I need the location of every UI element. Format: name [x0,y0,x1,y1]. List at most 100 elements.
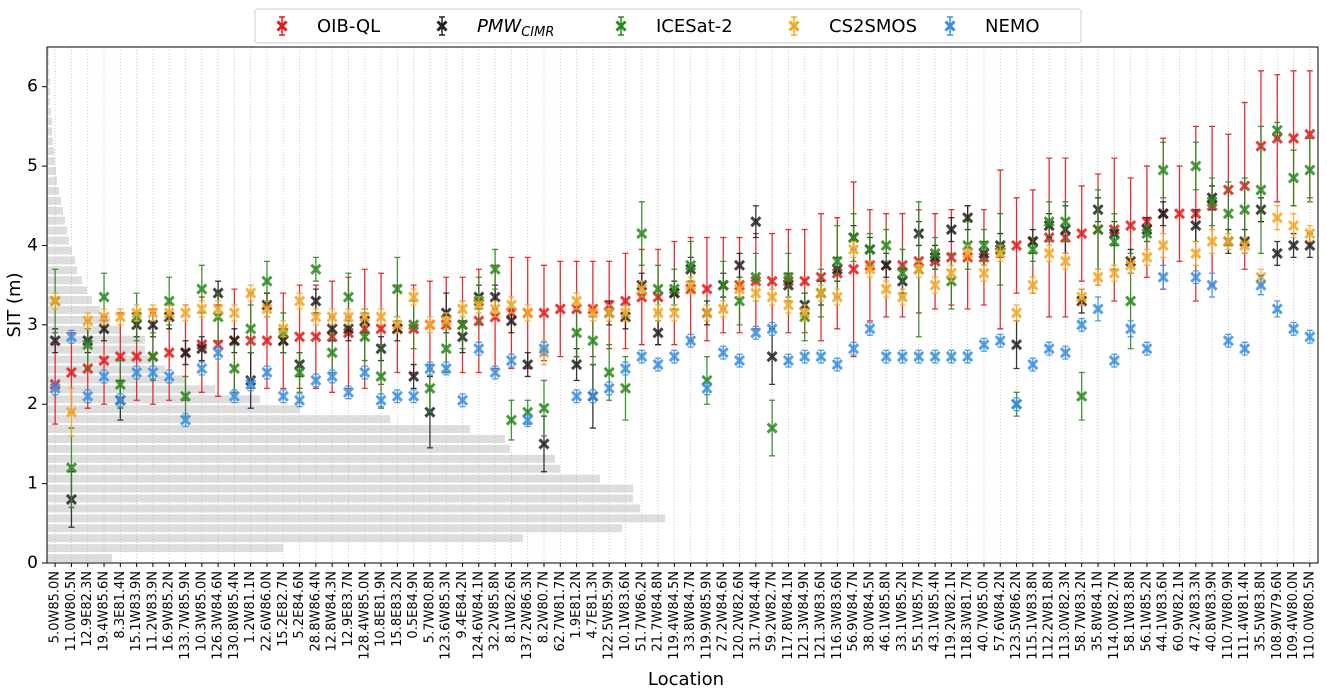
marker [82,339,94,351]
x-tick-label: 62.7W81.7N [553,571,568,651]
marker [1287,132,1300,144]
marker [1043,343,1055,355]
marker [929,247,941,259]
marker [310,374,322,386]
marker [489,263,501,275]
marker [1157,208,1169,220]
x-tick-label: 117.8W84.1N [781,571,796,660]
x-tick-label: 32.2W85.8N [488,571,503,651]
marker [619,295,632,307]
histogram-bar [47,87,50,96]
marker [978,339,990,351]
marker [1076,390,1088,402]
marker [98,355,110,367]
marker [1190,160,1202,172]
marker [310,263,322,275]
legend-label-subscript: CIMR [521,25,554,40]
marker [375,370,387,383]
marker [848,231,860,244]
y-axis-label: SIT (m) [4,272,25,337]
marker [440,315,452,327]
histogram-bar [47,157,55,166]
legend-marker [276,20,288,32]
legend-box [254,8,1082,44]
marker [1043,216,1055,228]
marker [1141,227,1153,240]
y-tick-label: 1 [27,474,38,494]
y-tick-label: 6 [27,77,38,97]
marker [717,347,729,359]
marker [179,390,192,402]
marker [342,386,355,398]
histogram-bar [47,306,100,314]
legend-marker [436,20,448,32]
marker [1287,220,1300,232]
x-tick-label: 59.2W82.7N [765,571,780,651]
x-tick-label: 10.1W83.6N [618,571,633,651]
x-tick-label: 120.2W82.6N [732,571,747,660]
x-tick-label: 0.5E84.9N [406,571,421,639]
x-tick-label: 15.8E83.2N [390,571,405,647]
marker [733,295,746,307]
marker [147,366,159,379]
x-tick-label: 5.2E84.6N [292,571,307,639]
histogram-bar [47,246,72,255]
y-tick-label: 5 [27,156,38,176]
marker [929,279,941,291]
marker [98,291,110,303]
x-tick-label: 56.1W85.2N [1139,571,1154,651]
marker [619,362,632,375]
histogram-bar [47,216,65,225]
marker [326,323,338,335]
marker [163,307,175,319]
marker [1157,239,1169,252]
marker [896,351,909,363]
marker [896,267,909,279]
x-tick-label: 119.2W82.1N [944,571,959,660]
marker [82,390,94,402]
x-tick-label: 114.0W82.7N [1107,571,1122,660]
marker [1092,271,1104,283]
histogram-bar [47,554,112,562]
x-tick-label: 123.6W85.3N [439,571,454,660]
marker [1157,164,1169,176]
marker [65,366,78,379]
x-tick-label: 118.3W81.7N [960,571,975,660]
marker [1076,291,1088,303]
histogram-bar [47,266,77,275]
x-tick-label: 46.1W85.8N [879,571,894,651]
histogram-bar [47,514,665,523]
marker [538,402,550,414]
marker [701,382,713,394]
histogram-bar [47,375,185,384]
legend-marker [615,20,627,32]
x-tick-label: 12.9E83.7N [341,571,356,647]
x-tick-label: 60.9W82.1N [1172,571,1187,651]
marker [1271,212,1283,224]
marker [864,243,876,255]
marker [1010,239,1023,252]
marker [212,303,224,315]
marker [668,307,680,319]
marker [326,311,338,323]
x-tick-label: 9.4E84.2N [455,571,470,639]
x-tick-label: 35.5W83.8N [1253,571,1268,651]
x-tick-label: 43.1W85.4N [928,571,943,651]
marker [1092,303,1104,315]
marker [245,378,257,390]
histogram-bar [47,236,69,245]
marker [196,362,208,375]
marker [1027,279,1039,291]
marker [538,343,550,355]
x-tick-label: 123.5W86.2N [1009,571,1024,660]
marker [571,295,583,307]
x-tick-label: 57.6W84.2N [993,571,1008,651]
marker [538,307,550,319]
marker [456,303,469,315]
marker [1239,239,1251,252]
histogram-bar [47,286,87,295]
marker [733,283,746,295]
histogram-bar [47,206,63,215]
